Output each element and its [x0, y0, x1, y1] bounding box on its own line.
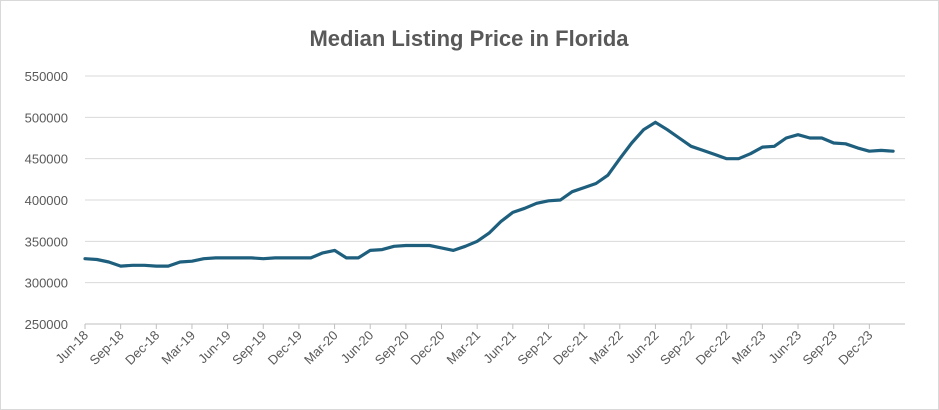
chart-title: Median Listing Price in Florida [309, 26, 629, 51]
y-tick-label: 500000 [25, 110, 68, 125]
y-tick-label: 350000 [25, 234, 68, 249]
y-tick-label: 300000 [25, 276, 68, 291]
y-tick-label: 450000 [25, 152, 68, 167]
y-tick-label: 400000 [25, 193, 68, 208]
data-line [83, 120, 895, 268]
y-tick-label: 250000 [25, 317, 68, 332]
y-tick-label: 550000 [25, 69, 68, 84]
